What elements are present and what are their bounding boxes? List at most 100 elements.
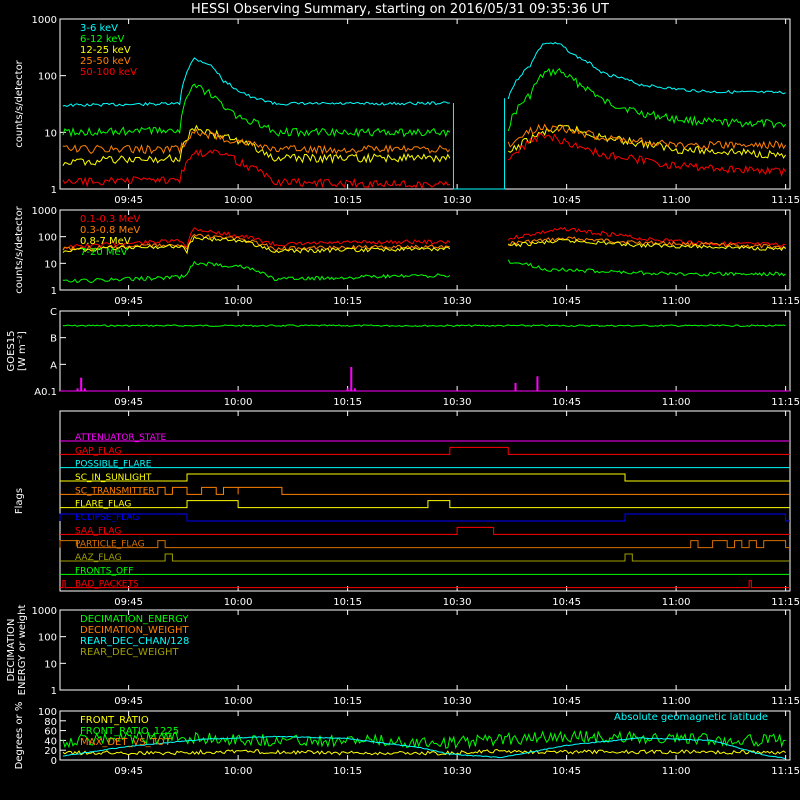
x-tick-label: 11:15 bbox=[771, 195, 800, 206]
y-tick-label: 10 bbox=[44, 259, 57, 270]
flag-line-sc-in-sunlight bbox=[60, 473, 790, 482]
y-tick-label: 100 bbox=[38, 633, 57, 644]
x-tick-label: 10:45 bbox=[552, 195, 581, 206]
x-tick-label: 10:30 bbox=[443, 397, 472, 408]
x-tick-label: 10:45 bbox=[552, 397, 581, 408]
y-axis-label: counts/s/detector bbox=[14, 205, 25, 293]
x-tick-label: 10:30 bbox=[443, 696, 472, 707]
y-tick-label: A0.1 bbox=[34, 387, 57, 398]
legend-entry: 0.1-0.3 MeV bbox=[80, 214, 140, 225]
y-tick-label: 100 bbox=[38, 72, 57, 83]
x-tick-label: 09:45 bbox=[114, 597, 143, 608]
series-green bbox=[507, 259, 786, 277]
y-tick-label: 20 bbox=[44, 746, 57, 757]
x-tick-label: 10:15 bbox=[333, 696, 362, 707]
legend-entry: DECIMATION_WEIGHT bbox=[80, 625, 189, 636]
y-tick-label: 0 bbox=[51, 756, 57, 767]
x-tick-label: 11:00 bbox=[662, 597, 691, 608]
y-tick-label: 1000 bbox=[32, 206, 57, 217]
legend-entry: DECIMATION_ENERGY bbox=[80, 614, 189, 625]
panel-frame bbox=[59, 18, 791, 190]
x-tick-label: 11:15 bbox=[771, 597, 800, 608]
legend-entry: REAR_DEC_WEIGHT bbox=[80, 647, 179, 658]
x-tick-label: 11:00 bbox=[662, 696, 691, 707]
series-red bbox=[507, 227, 786, 247]
x-tick-label: 10:00 bbox=[224, 696, 253, 707]
x-tick-label: 09:45 bbox=[114, 296, 143, 307]
series-yellow bbox=[62, 748, 786, 756]
x-tick-label: 10:00 bbox=[224, 597, 253, 608]
panel-ratios: 09:45 10:00 10:15 10:30 10:45 11:00 11:15 Degre… bbox=[14, 702, 800, 777]
flag-label: FLARE_FLAG bbox=[75, 500, 131, 510]
series-orange bbox=[62, 233, 450, 252]
flag-line-sc-transmitter bbox=[60, 486, 790, 495]
y-tick-label: 1000 bbox=[32, 15, 57, 26]
legend-entry: FRONT_RATIO bbox=[80, 715, 149, 726]
flag-line-aaz-flag bbox=[60, 553, 790, 562]
legend-entry: 7-20 MeV bbox=[80, 247, 128, 258]
y-axis-label: Flags bbox=[14, 488, 25, 514]
y-tick-label: C bbox=[50, 307, 57, 318]
flag-label: GAP_FLAG bbox=[75, 446, 121, 456]
y-tick-label: 100 bbox=[38, 707, 57, 718]
flag-line-saa-flag bbox=[60, 526, 790, 535]
chart-title: HESSI Observing Summary, starting on 201… bbox=[191, 2, 609, 17]
y-tick-label: B bbox=[50, 334, 57, 345]
x-tick-label: 10:45 bbox=[552, 766, 581, 777]
y-axis-label-2: ENERGY or weight bbox=[17, 605, 28, 696]
x-tick-label: 10:45 bbox=[552, 597, 581, 608]
series-orange bbox=[507, 123, 787, 150]
legend-entry: REAR_DEC_CHAN/128 bbox=[80, 636, 189, 647]
flag-label: SC_IN_SUNLIGHT bbox=[75, 473, 152, 483]
panel-decimation: 09:45 10:00 10:15 10:30 10:45 11:00 11:15 DECIM… bbox=[6, 605, 800, 707]
y-axis-label: GOES15 bbox=[6, 330, 17, 371]
series-yellow bbox=[62, 124, 451, 167]
y-tick-label: 10 bbox=[44, 659, 57, 670]
y-tick-label: 1 bbox=[51, 185, 57, 196]
x-tick-label: 09:45 bbox=[114, 397, 143, 408]
y-tick-label: 100 bbox=[38, 233, 57, 244]
flag-label: FRONTS_OFF bbox=[75, 566, 133, 576]
series-red bbox=[507, 133, 787, 177]
x-tick-label: 10:45 bbox=[552, 696, 581, 707]
legend-entry: 50-100 keV bbox=[80, 67, 137, 78]
series-gap-cyan bbox=[452, 98, 506, 190]
x-tick-label: 09:45 bbox=[114, 195, 143, 206]
flag-label: PARTICLE_FLAG bbox=[75, 540, 145, 550]
series-red bbox=[62, 227, 451, 250]
panel-frame bbox=[59, 410, 791, 592]
x-tick-label: 10:15 bbox=[333, 397, 362, 408]
x-tick-label: 10:00 bbox=[224, 766, 253, 777]
x-tick-label: 09:45 bbox=[114, 696, 143, 707]
flag-label: ATTENUATOR_STATE bbox=[75, 433, 167, 443]
y-tick-label: 10 bbox=[44, 128, 57, 139]
y-tick-label: 60 bbox=[44, 727, 57, 738]
x-tick-label: 11:15 bbox=[771, 696, 800, 707]
flag-label: SC_TRANSMITTER bbox=[75, 486, 155, 496]
y-axis-label: counts/s/detector bbox=[14, 59, 25, 147]
x-tick-label: 10:15 bbox=[333, 597, 362, 608]
legend-entry: 3-6 keV bbox=[80, 23, 118, 34]
x-tick-label: 10:30 bbox=[443, 766, 472, 777]
flag-line-eclipse-flag bbox=[59, 513, 790, 522]
y-tick-label: 1000 bbox=[32, 606, 57, 617]
x-tick-label: 10:00 bbox=[224, 296, 253, 307]
x-tick-label: 11:00 bbox=[662, 296, 691, 307]
panel-flags: 09:45 10:00 10:15 10:30 10:45 11:00 11:15 Flags… bbox=[14, 410, 800, 608]
flag-label: AAZ_FLAG bbox=[75, 553, 122, 563]
series-yellow bbox=[507, 238, 786, 252]
flag-line-particle-flag bbox=[59, 540, 790, 549]
series-orange bbox=[62, 128, 451, 155]
x-tick-label: 11:00 bbox=[662, 766, 691, 777]
x-tick-label: 10:30 bbox=[443, 597, 472, 608]
flag-line-flare-flag bbox=[60, 500, 790, 509]
x-tick-label: 09:45 bbox=[114, 766, 143, 777]
series-green bbox=[62, 83, 451, 138]
panel-frame bbox=[59, 710, 791, 761]
x-tick-label: 10:15 bbox=[333, 296, 362, 307]
panel-frame bbox=[59, 209, 791, 291]
y-tick-label: 1 bbox=[51, 686, 57, 697]
y-axis-label-2: [W m⁻²] bbox=[17, 331, 28, 371]
legend-entry: 0.3-0.8 MeV bbox=[80, 225, 140, 236]
